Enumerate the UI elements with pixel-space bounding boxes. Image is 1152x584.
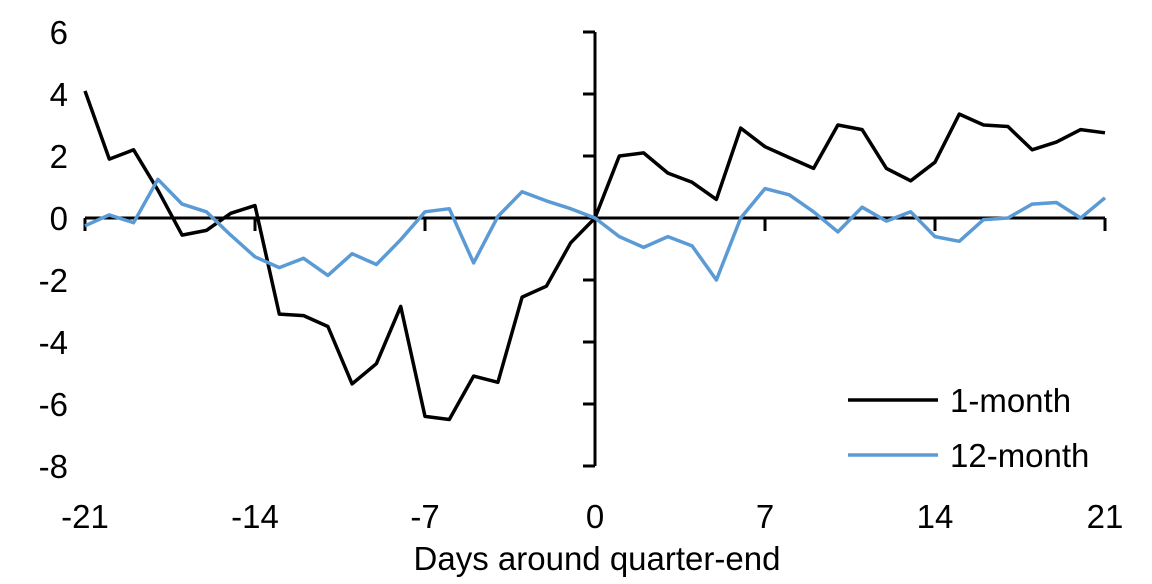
axis-ticks: [83, 30, 1107, 468]
x-axis-title: Days around quarter-end: [414, 540, 781, 577]
legend: 1-month 12-month: [848, 382, 1089, 474]
series-lines: [83, 90, 1107, 422]
y-tick-label: 4: [50, 76, 68, 113]
x-tick-label: 21: [1087, 498, 1124, 535]
y-tick-labels: 6 4 2 0 -2 -4 -6 -8: [39, 14, 68, 485]
y-tick-label: 0: [50, 200, 68, 237]
y-tick-label: 2: [50, 138, 68, 175]
series-12-month-line: [84, 177, 1107, 282]
x-tick-label: 0: [586, 498, 604, 535]
x-tick-label: -14: [231, 498, 279, 535]
y-tick-label: -2: [39, 262, 68, 299]
x-tick-label: -21: [61, 498, 109, 535]
x-tick-labels: -21 -14 -7 0 7 14 21: [61, 498, 1123, 535]
legend-label-1-month: 1-month: [950, 382, 1071, 419]
x-tick-label: 14: [917, 498, 954, 535]
y-tick-label: -6: [39, 386, 68, 423]
y-tick-label: -4: [39, 324, 68, 361]
y-tick-label: 6: [50, 14, 68, 51]
y-tick-label: -8: [39, 448, 68, 485]
x-tick-label: -7: [410, 498, 439, 535]
legend-label-12-month: 12-month: [950, 437, 1089, 474]
x-tick-label: 7: [756, 498, 774, 535]
